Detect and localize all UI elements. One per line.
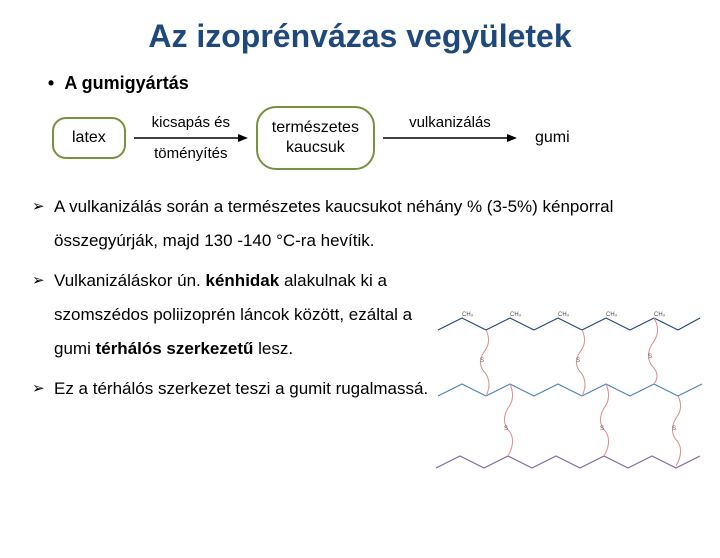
svg-text:CH₃: CH₃ bbox=[510, 312, 522, 318]
svg-text:CH₃: CH₃ bbox=[654, 312, 666, 318]
svg-text:S: S bbox=[504, 426, 508, 432]
flow-node-kaucsuk: természetes kaucsuk bbox=[256, 106, 375, 170]
chevron-right-icon: ➢ bbox=[32, 264, 54, 366]
b2-part: Vulkanizáláskor ún. bbox=[54, 271, 206, 290]
node2-line2: kaucsuk bbox=[272, 138, 359, 158]
b2-part: lesz. bbox=[253, 339, 293, 358]
arrow2-spacer bbox=[448, 145, 452, 162]
subtitle-row: • A gumigyártás bbox=[42, 73, 720, 94]
flow-end-gumi: gumi bbox=[535, 129, 570, 147]
flow-arrow-1: kicsapás és töményítés bbox=[132, 114, 250, 162]
flow-node-latex: latex bbox=[52, 117, 126, 159]
slide-title: Az izoprénvázas vegyületek bbox=[0, 18, 720, 55]
svg-text:CH₃: CH₃ bbox=[462, 312, 474, 318]
svg-text:S: S bbox=[672, 426, 676, 432]
arrow-right-icon bbox=[381, 133, 519, 143]
bullet-2-text: Vulkanizáláskor ún. kénhidak alakulnak k… bbox=[54, 264, 450, 366]
arrow1-label-top: kicsapás és bbox=[152, 114, 230, 131]
polymer-crosslink-diagram: CH₃ CH₃ CH₃ CH₃ CH₃ S S S S S S bbox=[432, 310, 706, 500]
bullet-1-text: A vulkanizálás során a természetes kaucs… bbox=[54, 190, 702, 258]
chevron-right-icon: ➢ bbox=[32, 190, 54, 258]
svg-text:S: S bbox=[600, 426, 604, 432]
bullet-3-text: Ez a térhálós szerkezet teszi a gumit ru… bbox=[54, 372, 450, 406]
svg-text:S: S bbox=[648, 354, 652, 360]
chevron-right-icon: ➢ bbox=[32, 372, 54, 406]
b2-bold1: kénhidak bbox=[206, 271, 280, 290]
svg-text:S: S bbox=[480, 358, 484, 364]
subtitle-text: A gumigyártás bbox=[64, 73, 188, 93]
svg-text:CH₃: CH₃ bbox=[558, 312, 570, 318]
svg-text:S: S bbox=[576, 358, 580, 364]
node2-line1: természetes bbox=[272, 118, 359, 138]
svg-text:CH₃: CH₃ bbox=[606, 312, 618, 318]
list-item: ➢ A vulkanizálás során a természetes kau… bbox=[32, 190, 702, 258]
flow-arrow-2: vulkanizálás bbox=[381, 114, 519, 162]
bullet-dot-icon: • bbox=[42, 73, 60, 94]
b2-bold2: térhálós szerkezetű bbox=[96, 339, 254, 358]
process-flow: latex kicsapás és töményítés természetes… bbox=[52, 106, 720, 170]
arrow1-label-bottom: töményítés bbox=[154, 145, 227, 162]
arrow-right-icon bbox=[132, 133, 250, 143]
arrow2-label-top: vulkanizálás bbox=[409, 114, 491, 131]
